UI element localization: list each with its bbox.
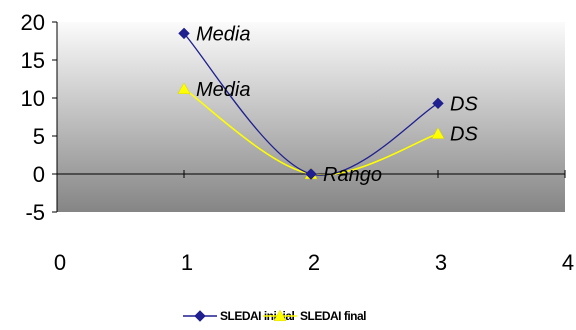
legend-label: SLEDAI final: [300, 309, 366, 323]
data-label: Media: [196, 79, 250, 101]
y-tick-label: 20: [21, 10, 45, 35]
data-point-final: [431, 127, 445, 139]
x-tick-label: 4: [562, 250, 574, 275]
y-tick-label: -5: [25, 200, 45, 225]
y-tick-label: 15: [21, 48, 45, 73]
x-tick-label: 2: [308, 250, 320, 275]
data-label: Media: [196, 23, 250, 45]
legend-marker: [273, 309, 287, 322]
data-label: DS: [450, 93, 478, 115]
y-tick-label: 5: [33, 124, 45, 149]
y-tick-label: 10: [21, 86, 45, 111]
data-point-inicial: [432, 97, 444, 110]
legend-marker: [194, 310, 206, 322]
data-label: Rango: [323, 164, 382, 186]
x-tick-label: 0: [54, 250, 66, 275]
plot-area: [57, 22, 565, 212]
x-tick-label: 1: [181, 250, 193, 275]
data-point-inicial: [178, 27, 190, 40]
x-tick-label: 3: [435, 250, 447, 275]
data-point-final: [177, 82, 191, 94]
data-label: DS: [450, 124, 478, 146]
data-point-inicial: [305, 168, 317, 180]
y-tick-label: 0: [33, 162, 45, 187]
